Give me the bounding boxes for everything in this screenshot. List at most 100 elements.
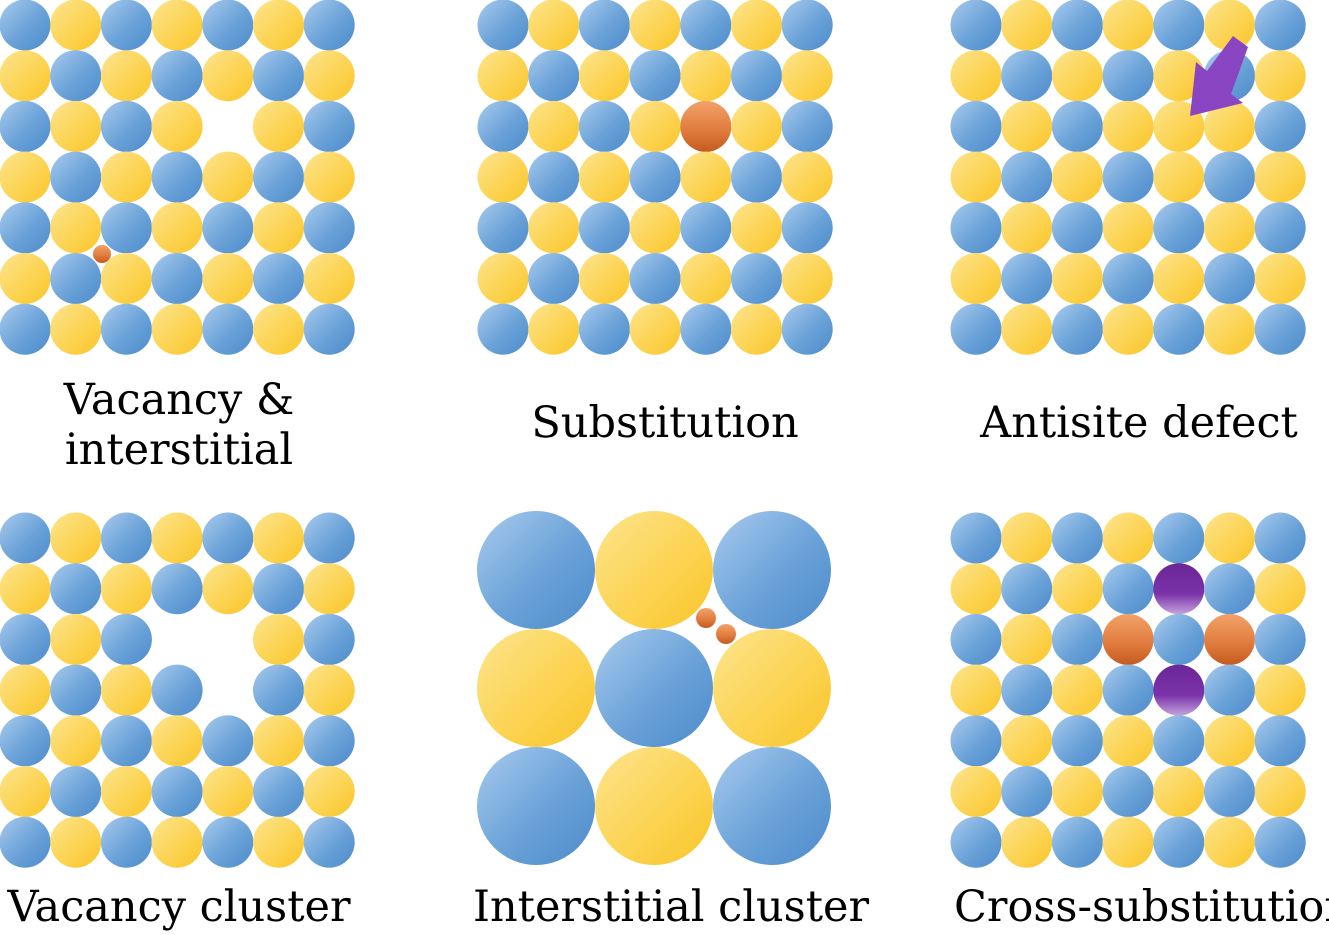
blue-atom [0,0,51,51]
yellow-atom [253,100,304,152]
yellow-atom [253,202,304,254]
yellow-atom [253,303,304,355]
blue-atom [1254,0,1306,51]
blue-atom [713,747,831,865]
lattice-panel-antisite-defect [950,0,1306,355]
orange-dopant-atom [1204,613,1255,665]
lattice-panel-substitution [477,0,833,355]
yellow-atom [781,50,833,102]
blue-atom [781,303,833,355]
yellow-atom [595,747,713,865]
yellow-atom [0,563,51,615]
blue-atom [303,816,355,868]
yellow-atom [1254,563,1306,615]
yellow-atom [0,151,51,203]
blue-atom [100,100,152,152]
yellow-atom [1001,100,1053,152]
blue-atom [731,151,782,203]
blue-atom [477,100,529,152]
blue-atom [1204,664,1255,716]
yellow-atom [202,563,254,615]
blue-atom [1102,151,1154,203]
blue-atom [680,202,732,254]
blue-atom [253,50,304,102]
yellow-atom [1204,100,1255,152]
blue-atom [950,512,1002,564]
blue-atom [477,0,529,51]
yellow-atom [253,816,304,868]
blue-atom [0,512,51,564]
blue-atom [1051,715,1103,767]
yellow-atom [1102,715,1154,767]
yellow-atom [1102,0,1154,51]
yellow-atom [100,50,152,102]
blue-atom [50,563,102,615]
yellow-atom [253,613,304,665]
yellow-atom [50,715,102,767]
yellow-atom [1204,512,1255,564]
yellow-atom [1204,715,1255,767]
blue-atom [1254,715,1306,767]
blue-atom [578,100,630,152]
yellow-atom [1051,563,1103,615]
yellow-atom [253,0,304,51]
yellow-atom [578,151,630,203]
yellow-atom [578,50,630,102]
yellow-atom [1153,253,1205,304]
yellow-atom [253,512,304,564]
yellow-atom [713,629,831,747]
lattice-panel-interstitial-cluster [477,511,831,865]
blue-atom [950,816,1002,868]
blue-atom [1153,613,1205,665]
yellow-atom [202,766,254,817]
yellow-atom [202,50,254,102]
blue-atom [0,303,51,355]
yellow-atom [303,766,355,817]
blue-atom [781,100,833,152]
blue-atom [0,715,51,767]
blue-atom [578,303,630,355]
yellow-atom [950,253,1002,304]
yellow-atom [50,303,102,355]
blue-atom [1102,253,1154,304]
interstitial-atom [716,624,736,644]
yellow-atom [477,253,529,304]
yellow-atom [950,664,1002,716]
blue-atom [151,563,203,615]
blue-atom [1102,664,1154,716]
blue-atom [1204,253,1255,304]
purple-dopant-atom [1153,664,1205,716]
yellow-atom [1051,151,1103,203]
yellow-atom [1001,303,1053,355]
yellow-atom [1254,50,1306,102]
caption-line: Vacancy cluster [7,882,351,932]
yellow-atom [731,303,782,355]
yellow-atom [629,100,681,152]
blue-atom [0,100,51,152]
blue-atom [528,253,580,304]
blue-atom [1204,151,1255,203]
yellow-atom [151,0,203,51]
caption-antisite-defect: Antisite defect [949,398,1329,448]
blue-atom [1102,766,1154,817]
lattice-panel-vacancy-interstitial [0,0,355,355]
blue-atom [100,0,152,51]
blue-atom [50,50,102,102]
yellow-atom [151,715,203,767]
yellow-atom [1102,816,1154,868]
blue-atom [202,512,254,564]
yellow-atom [1001,0,1053,51]
yellow-atom [629,202,681,254]
blue-atom [100,202,152,254]
blue-atom [528,151,580,203]
yellow-atom [1204,816,1255,868]
blue-atom [1204,766,1255,817]
blue-atom [1254,303,1306,355]
yellow-atom [100,563,152,615]
blue-atom [253,563,304,615]
blue-atom [202,816,254,868]
caption-cross-substitution: Cross-substitution [954,882,1329,932]
yellow-atom [1102,512,1154,564]
yellow-atom [731,202,782,254]
blue-atom [253,766,304,817]
